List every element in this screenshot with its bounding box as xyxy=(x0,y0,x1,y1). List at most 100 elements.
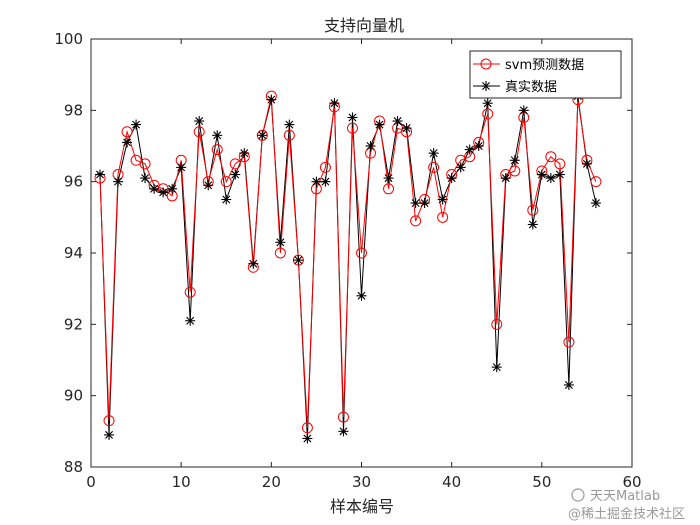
real-point xyxy=(248,258,259,269)
real-point xyxy=(554,169,565,180)
real-point xyxy=(410,198,421,209)
legend-marker-asterisk xyxy=(481,81,491,91)
svm-point xyxy=(491,318,503,330)
x-tick-label: 60 xyxy=(622,473,641,491)
y-tick-label: 98 xyxy=(64,101,83,119)
real-point xyxy=(527,219,538,230)
legend: svm预测数据 真实数据 xyxy=(469,50,622,99)
y-tick-label: 90 xyxy=(64,387,83,405)
real-point xyxy=(338,426,349,437)
real-point xyxy=(545,173,556,184)
svm-point xyxy=(229,158,241,170)
real-point xyxy=(473,141,484,151)
svm-point xyxy=(220,176,232,188)
real-point xyxy=(356,290,367,301)
legend-asterisk-glyph xyxy=(481,81,491,91)
real-point xyxy=(302,433,313,444)
real-point xyxy=(383,173,394,184)
svm-point xyxy=(356,247,367,259)
real-point xyxy=(212,130,223,141)
x-tick-label: 50 xyxy=(532,473,551,491)
y-tick-label: 92 xyxy=(64,315,83,333)
y-tick-label: 94 xyxy=(64,244,83,262)
svm-point xyxy=(103,415,115,427)
real-point xyxy=(122,137,133,148)
real-point xyxy=(500,173,511,184)
series-line-svm xyxy=(99,95,597,428)
real-point xyxy=(266,94,277,105)
real-point xyxy=(581,158,592,169)
x-tick-label: 20 xyxy=(262,473,281,491)
x-axis-label: 样本编号 xyxy=(330,497,394,516)
real-point xyxy=(185,315,196,326)
svm-point xyxy=(274,247,286,259)
svm-point xyxy=(319,161,331,173)
svm-point xyxy=(527,204,539,216)
svm-point xyxy=(193,126,205,138)
x-tick-label: 40 xyxy=(442,473,461,491)
svm-point xyxy=(509,165,521,177)
real-point xyxy=(284,119,295,130)
real-point xyxy=(392,116,403,127)
real-point xyxy=(446,173,457,184)
svm-point xyxy=(563,336,575,348)
real-point xyxy=(518,105,529,116)
svm-point xyxy=(410,215,422,227)
real-point xyxy=(239,148,250,159)
real-point xyxy=(464,144,475,155)
axis-layer: 0 10 20 30 40 50 60 88 90 92 94 96 98 100 xyxy=(54,30,641,491)
real-point xyxy=(113,176,124,187)
real-point xyxy=(365,141,376,151)
svm-point xyxy=(301,422,313,434)
svm-point xyxy=(346,122,358,134)
real-point xyxy=(401,123,412,134)
real-point xyxy=(419,198,430,209)
real-point xyxy=(428,148,439,159)
real-point xyxy=(509,155,520,166)
svm-point xyxy=(211,144,223,156)
svm-point xyxy=(283,129,295,141)
real-point xyxy=(536,169,547,180)
svm-point xyxy=(437,211,449,223)
legend-label-real: 真实数据 xyxy=(505,80,557,95)
real-point xyxy=(167,183,178,194)
real-point xyxy=(437,194,448,205)
watermark-line1: 天天Matlab xyxy=(590,489,660,504)
real-point xyxy=(158,187,169,198)
watermark-line2: @稀土掘金技术社区 xyxy=(568,506,685,522)
real-point xyxy=(194,116,205,127)
legend-marker-circle xyxy=(480,58,492,70)
svm-point xyxy=(545,151,557,163)
y-tick-label: 96 xyxy=(64,173,83,191)
real-point xyxy=(131,119,142,130)
real-point xyxy=(320,176,331,187)
real-point xyxy=(104,429,115,440)
real-point xyxy=(590,198,601,209)
real-point xyxy=(95,169,106,180)
real-point xyxy=(275,237,286,248)
chart-title: 支持向量机 xyxy=(324,16,404,35)
real-point xyxy=(140,173,151,184)
svm-point xyxy=(184,286,196,298)
legend-box xyxy=(469,50,622,99)
y-tick-label: 88 xyxy=(64,458,83,476)
svm-point xyxy=(121,126,133,138)
real-point xyxy=(230,169,241,180)
watermark: 天天Matlab @稀土掘金技术社区 xyxy=(568,488,685,522)
real-point xyxy=(482,98,493,109)
real-point xyxy=(203,180,214,191)
real-point xyxy=(311,176,322,187)
svm-point xyxy=(383,183,395,195)
real-point xyxy=(347,112,358,123)
x-tick-label: 10 xyxy=(172,473,191,491)
svm-point xyxy=(337,411,349,423)
real-point xyxy=(374,119,385,130)
series-layer xyxy=(94,90,602,444)
real-point xyxy=(329,98,340,109)
real-point xyxy=(149,183,160,194)
svm-point xyxy=(139,158,151,170)
svm-point xyxy=(428,161,440,173)
real-point xyxy=(293,255,304,266)
y-tick-label: 100 xyxy=(54,30,83,48)
